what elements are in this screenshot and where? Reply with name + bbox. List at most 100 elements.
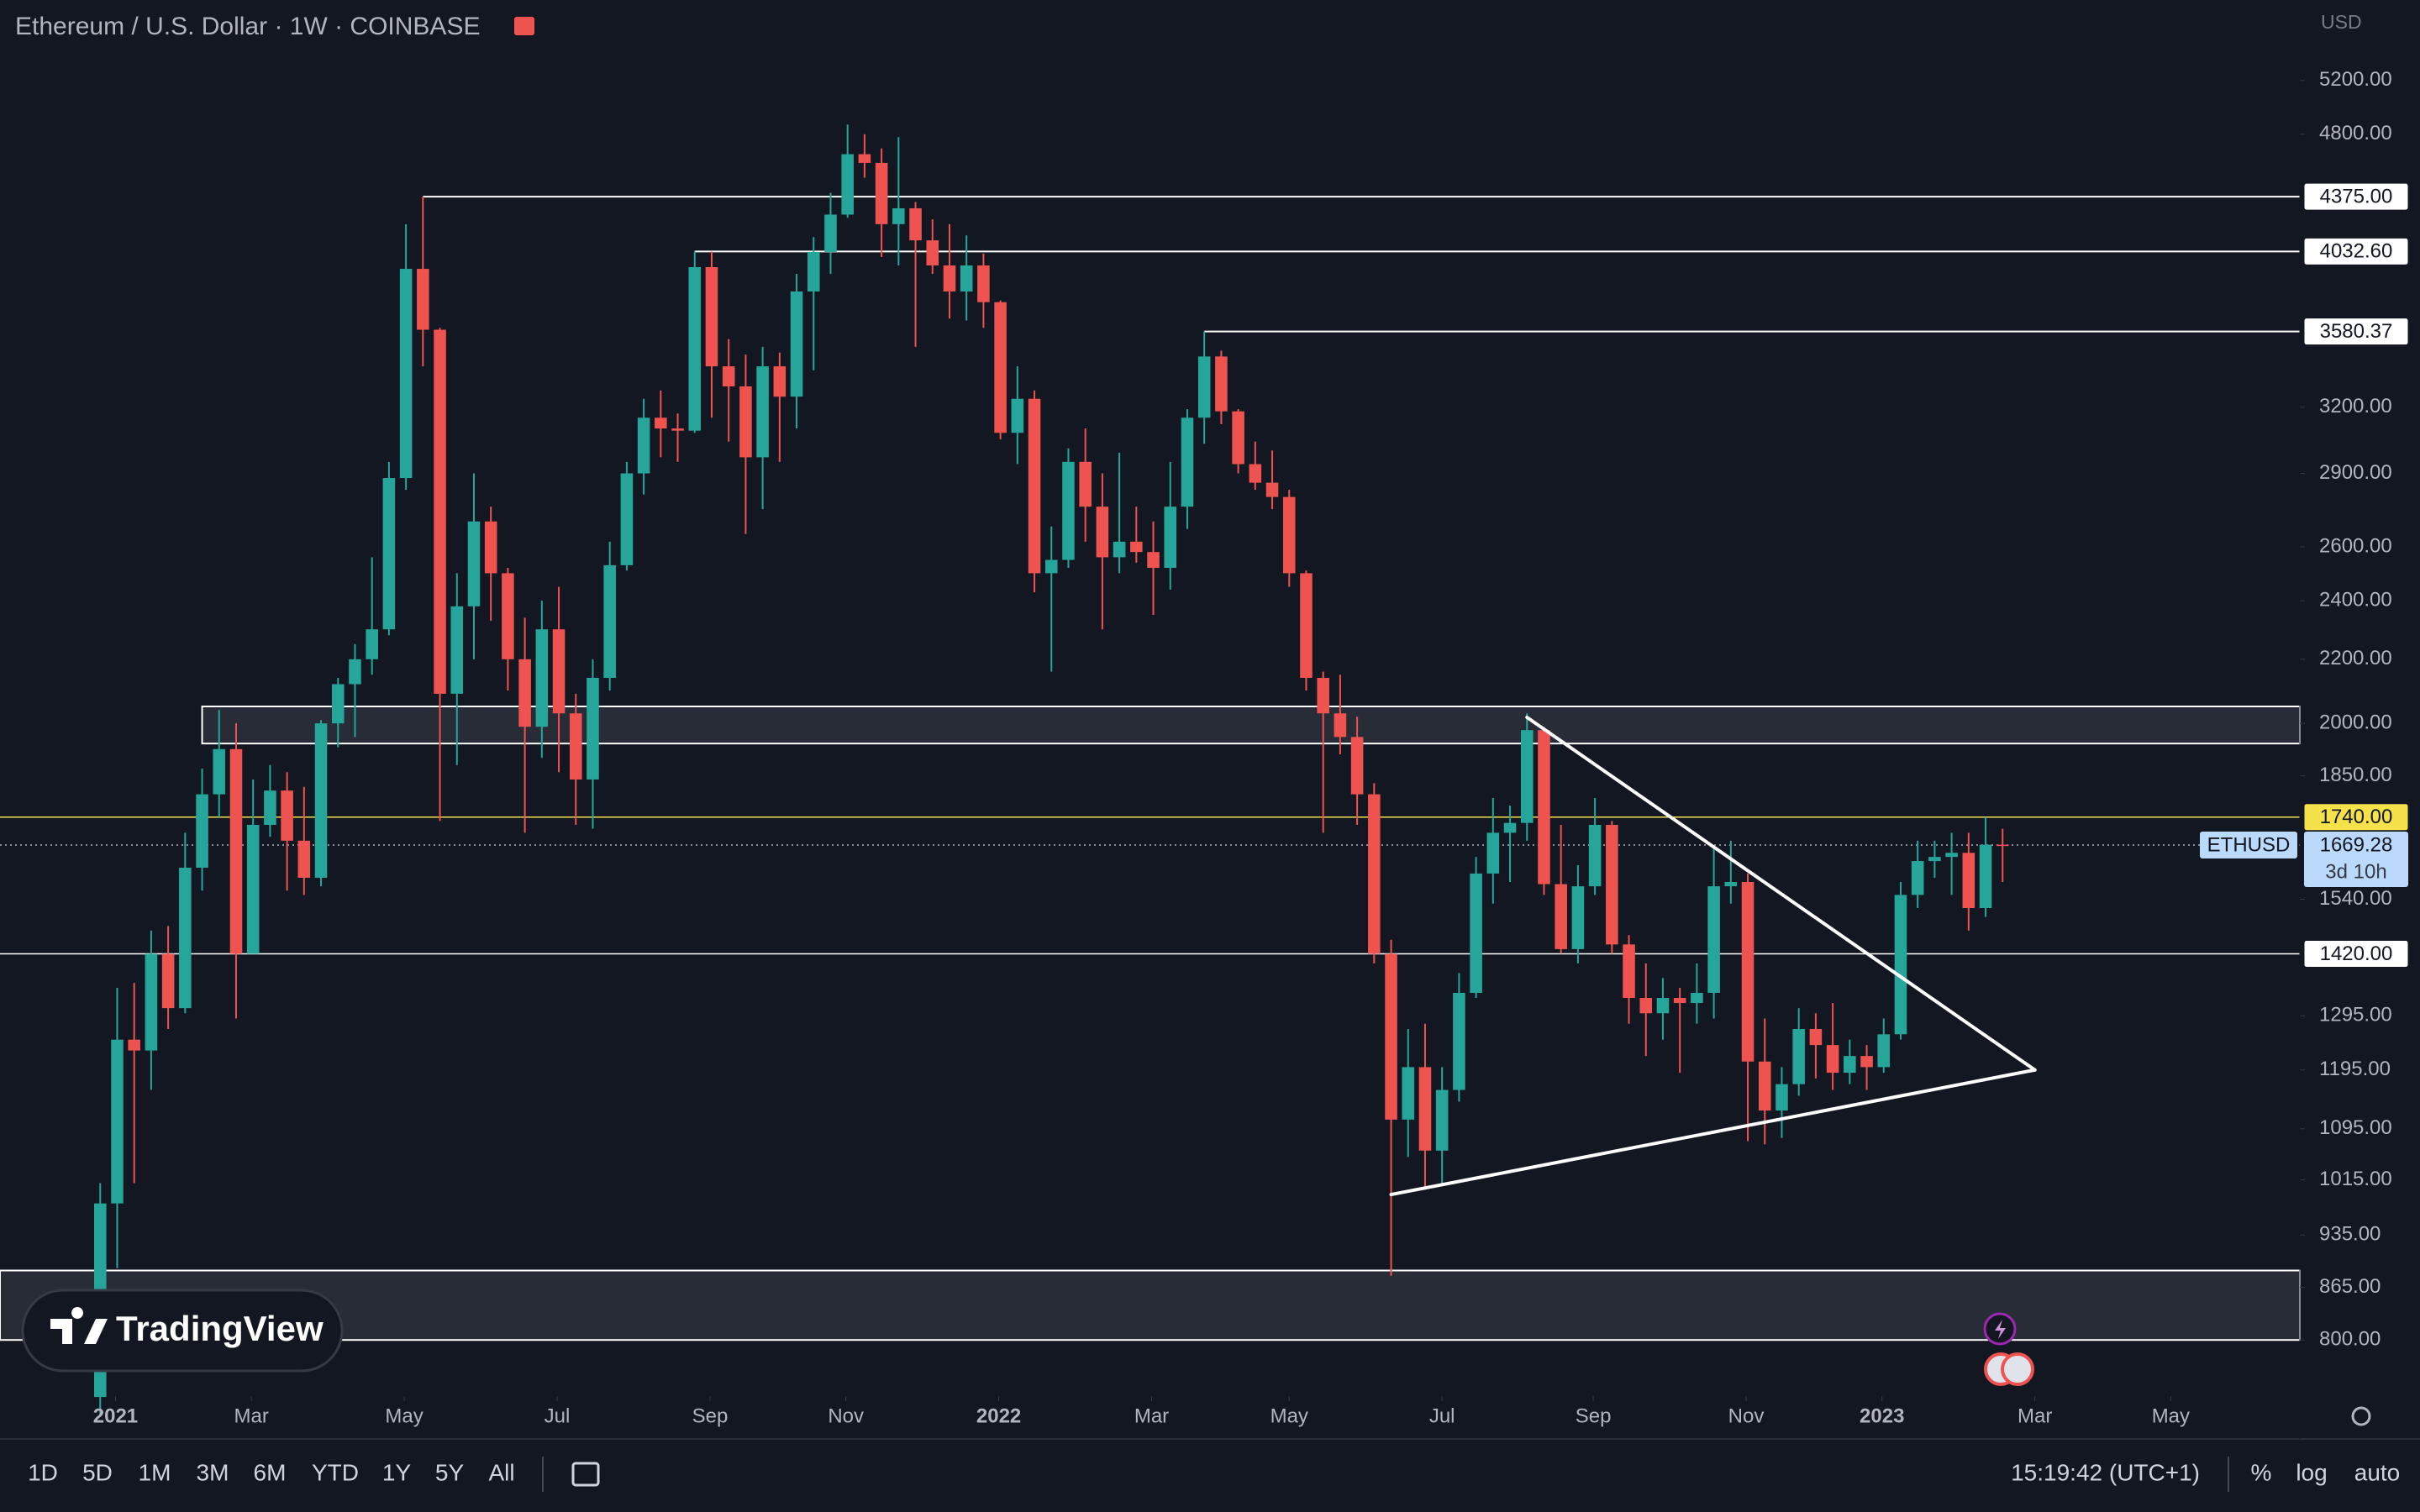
y-tick-label: 2600.00 bbox=[2319, 534, 2392, 557]
candle-body bbox=[366, 629, 378, 659]
candle-body bbox=[1402, 1067, 1415, 1120]
candle-body bbox=[1470, 873, 1482, 993]
trendline bbox=[1389, 1068, 2037, 1197]
candle-body bbox=[1758, 1061, 1771, 1111]
x-tick-label: Mar bbox=[234, 1404, 268, 1427]
settings-icon[interactable] bbox=[2351, 1406, 2371, 1426]
price-level-tag bbox=[2303, 940, 2409, 969]
candle-body bbox=[1691, 992, 1703, 1004]
candle-body bbox=[434, 329, 446, 694]
candle-body bbox=[1044, 559, 1058, 574]
candle-body bbox=[1435, 1089, 1449, 1151]
candle-body bbox=[1707, 886, 1720, 993]
candle-body bbox=[1215, 356, 1228, 412]
event-bolt bbox=[1995, 1320, 2006, 1339]
y-tick-label: 2200.00 bbox=[2319, 647, 2392, 669]
symbol-label: ETHUSD bbox=[2207, 833, 2291, 856]
candle-body bbox=[1368, 794, 1381, 954]
last-price-tag bbox=[2304, 831, 2408, 887]
candle-body bbox=[518, 659, 531, 727]
candle-body bbox=[1113, 541, 1126, 558]
x-tick-label: Nov bbox=[828, 1404, 864, 1427]
candle-body bbox=[484, 521, 497, 574]
logo-text: TradingView bbox=[116, 1309, 324, 1348]
candle-body bbox=[722, 366, 735, 387]
candle-body bbox=[1147, 552, 1160, 569]
range-button[interactable]: All bbox=[488, 1459, 514, 1485]
range-button[interactable]: 1M bbox=[139, 1459, 171, 1485]
candle-body bbox=[1062, 461, 1075, 560]
trendline bbox=[1525, 715, 2037, 1072]
range-button[interactable]: 6M bbox=[254, 1459, 287, 1485]
market-flag bbox=[514, 17, 534, 35]
range-button[interactable]: 1Y bbox=[382, 1459, 412, 1485]
candle-body bbox=[1945, 853, 1958, 858]
date-range-icon[interactable] bbox=[571, 1462, 600, 1487]
candle-body bbox=[297, 840, 311, 878]
candle-body bbox=[926, 240, 939, 265]
candle-body bbox=[977, 265, 990, 302]
y-tick-label: 3200.00 bbox=[2319, 395, 2392, 417]
candle-body bbox=[1538, 730, 1550, 885]
y-tick-label: 1540.00 bbox=[2319, 887, 2392, 910]
price-level-tag bbox=[2303, 182, 2409, 211]
range-button[interactable]: YTD bbox=[312, 1459, 359, 1485]
range-button[interactable]: 5Y bbox=[435, 1459, 465, 1485]
chart-title: Ethereum / U.S. Dollar · 1W · COINBASE bbox=[15, 13, 480, 40]
x-tick-label: 2023 bbox=[1860, 1404, 1904, 1427]
y-tick-label: 5200.00 bbox=[2319, 68, 2392, 91]
y-tick-label: 800.00 bbox=[2319, 1328, 2381, 1351]
clock[interactable]: 15:19:42 (UTC+1) bbox=[2011, 1459, 2200, 1485]
candle-body bbox=[1503, 822, 1517, 833]
candle-body bbox=[1571, 886, 1585, 949]
candle-body bbox=[314, 723, 328, 878]
candle-body bbox=[1028, 398, 1041, 574]
zone bbox=[0, 1269, 2301, 1341]
candle-body bbox=[552, 629, 566, 714]
candle-body bbox=[161, 953, 175, 1009]
y-tick-label: 1195.00 bbox=[2319, 1058, 2391, 1080]
candle-body bbox=[909, 207, 922, 241]
candle-body bbox=[1265, 482, 1279, 497]
logo-pill bbox=[21, 1289, 344, 1373]
candle-body bbox=[858, 154, 871, 163]
scale-option[interactable]: auto bbox=[2354, 1459, 2401, 1485]
candle-body bbox=[1792, 1028, 1805, 1084]
candle-body bbox=[1894, 895, 1907, 1035]
candle-body bbox=[1486, 832, 1500, 874]
x-tick-label: Nov bbox=[1728, 1404, 1765, 1427]
candle-body bbox=[994, 302, 1007, 433]
candle-body bbox=[281, 790, 293, 841]
y-tick-label: 1015.00 bbox=[2319, 1168, 2392, 1190]
candle-body bbox=[1623, 944, 1635, 998]
candle-body bbox=[841, 154, 854, 215]
y-tick-label: 2400.00 bbox=[2319, 588, 2392, 611]
candle-body bbox=[875, 162, 888, 224]
candle-body bbox=[1232, 411, 1244, 465]
x-tick-label: 2021 bbox=[93, 1404, 138, 1427]
scale-option[interactable]: log bbox=[2296, 1459, 2327, 1485]
candle-body bbox=[1639, 997, 1653, 1014]
candle-body bbox=[1673, 997, 1686, 1004]
range-button[interactable]: 1D bbox=[28, 1459, 58, 1485]
candle-body bbox=[637, 417, 650, 474]
range-button[interactable]: 3M bbox=[197, 1459, 229, 1485]
range-button[interactable]: 5D bbox=[82, 1459, 113, 1485]
scale-option[interactable]: % bbox=[2251, 1459, 2272, 1485]
candle-body bbox=[1826, 1045, 1839, 1074]
candle-body bbox=[1453, 992, 1465, 1090]
econ-event-icon[interactable] bbox=[2001, 1352, 2034, 1386]
candle-body bbox=[756, 366, 769, 458]
x-tick-label: Jul bbox=[544, 1404, 571, 1427]
candle-body bbox=[467, 521, 481, 606]
candle-body bbox=[399, 269, 413, 479]
candle-body bbox=[1079, 461, 1092, 507]
candle-body bbox=[790, 291, 803, 397]
y-tick-label: 1295.00 bbox=[2319, 1004, 2392, 1026]
candle-body bbox=[1164, 507, 1177, 569]
y-tick-label: 1850.00 bbox=[2319, 764, 2392, 786]
price-level-label: 1740.00 bbox=[2320, 806, 2393, 828]
candle-body bbox=[535, 629, 549, 727]
price-level-tag bbox=[2303, 237, 2409, 265]
currency[interactable]: USD bbox=[2321, 11, 2362, 33]
